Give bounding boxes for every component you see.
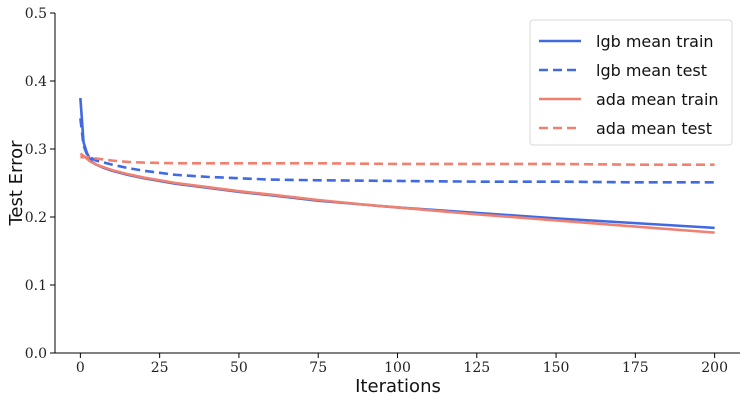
y-axis-label: Test Error: [6, 140, 27, 227]
legend-label: lgb mean test: [596, 61, 707, 80]
legend-label: lgb mean train: [596, 32, 714, 51]
x-tick-label: 50: [230, 360, 248, 376]
legend-label: ada mean train: [596, 90, 719, 109]
y-tick-label: 0.3: [25, 142, 47, 158]
y-tick-label: 0.1: [25, 278, 47, 294]
legend-label: ada mean test: [596, 119, 712, 138]
x-tick-label: 25: [151, 360, 169, 376]
legend: lgb mean train lgb mean test ada mean trai…: [529, 19, 733, 146]
y-tick-label: 0.4: [25, 74, 47, 90]
series-line-ada-mean-train: [79, 152, 715, 234]
x-tick-label: 125: [463, 360, 490, 376]
series-line-ada-mean-test: [80, 155, 715, 166]
legend-box: [529, 19, 733, 146]
y-tick-label: 0.5: [25, 6, 47, 22]
x-tick-label: 175: [622, 360, 649, 376]
x-tick-label: 150: [543, 360, 570, 376]
series-line-lgb-mean-test: [79, 118, 715, 184]
x-axis-label: Iterations: [355, 376, 441, 397]
x-tick-label: 100: [384, 360, 411, 376]
x-tick-label: 75: [309, 360, 327, 376]
axes: 0 25 50 75 100 125 150 175 200 0.0 0.1 0.2 0.3 0.4 0.5: [25, 6, 740, 376]
series-group: [79, 97, 715, 234]
x-tick-label: 0: [76, 360, 85, 376]
x-tick-label: 200: [701, 360, 728, 376]
y-tick-label: 0.0: [25, 346, 47, 362]
y-tick-label: 0.2: [25, 210, 47, 226]
